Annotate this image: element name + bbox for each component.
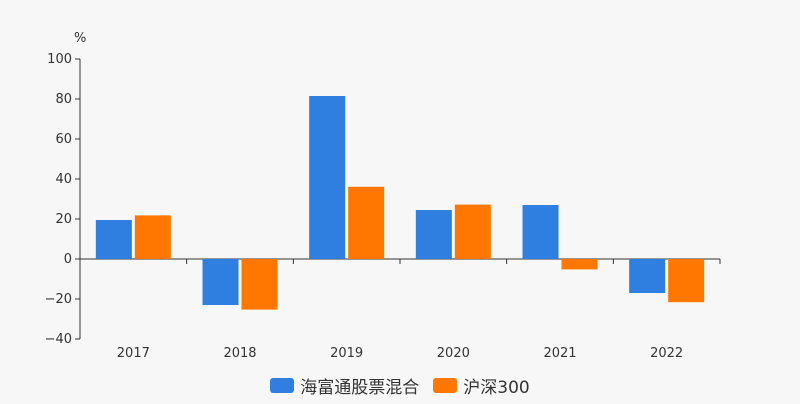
legend: 海富通股票混合 沪深300 (0, 372, 800, 398)
y-tick-label: 20 (55, 212, 72, 227)
x-tick-label: 2020 (437, 346, 470, 361)
legend-swatch-series-1 (270, 377, 295, 393)
bar-series-1 (415, 210, 452, 259)
y-tick-label: 40 (55, 172, 72, 187)
y-tick-label: −40 (45, 332, 72, 347)
legend-item-series-1[interactable]: 海富通股票混合 (270, 373, 419, 398)
x-tick-label: 2019 (330, 346, 363, 361)
bar-series-1 (522, 205, 559, 259)
legend-label-series-1: 海富通股票混合 (300, 377, 420, 398)
x-tick-label: 2018 (223, 346, 256, 361)
x-tick-label: 2021 (543, 346, 576, 361)
y-tick-label: −20 (45, 292, 72, 307)
y-tick-label: 0 (64, 252, 72, 267)
bar-series-1 (629, 259, 666, 293)
y-axis-unit-label: % (74, 31, 86, 46)
bar-series-2 (348, 186, 385, 259)
legend-item-series-2[interactable]: 沪深300 (433, 373, 530, 398)
axes: 100 80 60 40 20 0 −20 −40 2017 2018 2019 2020 2021 20… (45, 52, 721, 361)
legend-label-series-2: 沪深300 (463, 377, 530, 398)
x-tick-label: 2017 (117, 346, 150, 361)
bar-series-2 (241, 259, 278, 310)
bars (95, 96, 705, 310)
bar-series-2 (454, 204, 491, 259)
bar-series-2 (668, 259, 705, 303)
y-tick-label: 60 (55, 132, 72, 147)
y-tick-label: 100 (47, 52, 72, 67)
x-tick-label: 2022 (650, 346, 683, 361)
bar-series-1 (309, 96, 346, 259)
y-tick-label: 80 (55, 92, 72, 107)
legend-swatch-series-2 (433, 377, 458, 393)
bar-series-1 (95, 220, 132, 259)
bar-series-2 (134, 215, 171, 259)
bar-series-2 (561, 259, 598, 270)
bar-series-1 (202, 259, 239, 305)
